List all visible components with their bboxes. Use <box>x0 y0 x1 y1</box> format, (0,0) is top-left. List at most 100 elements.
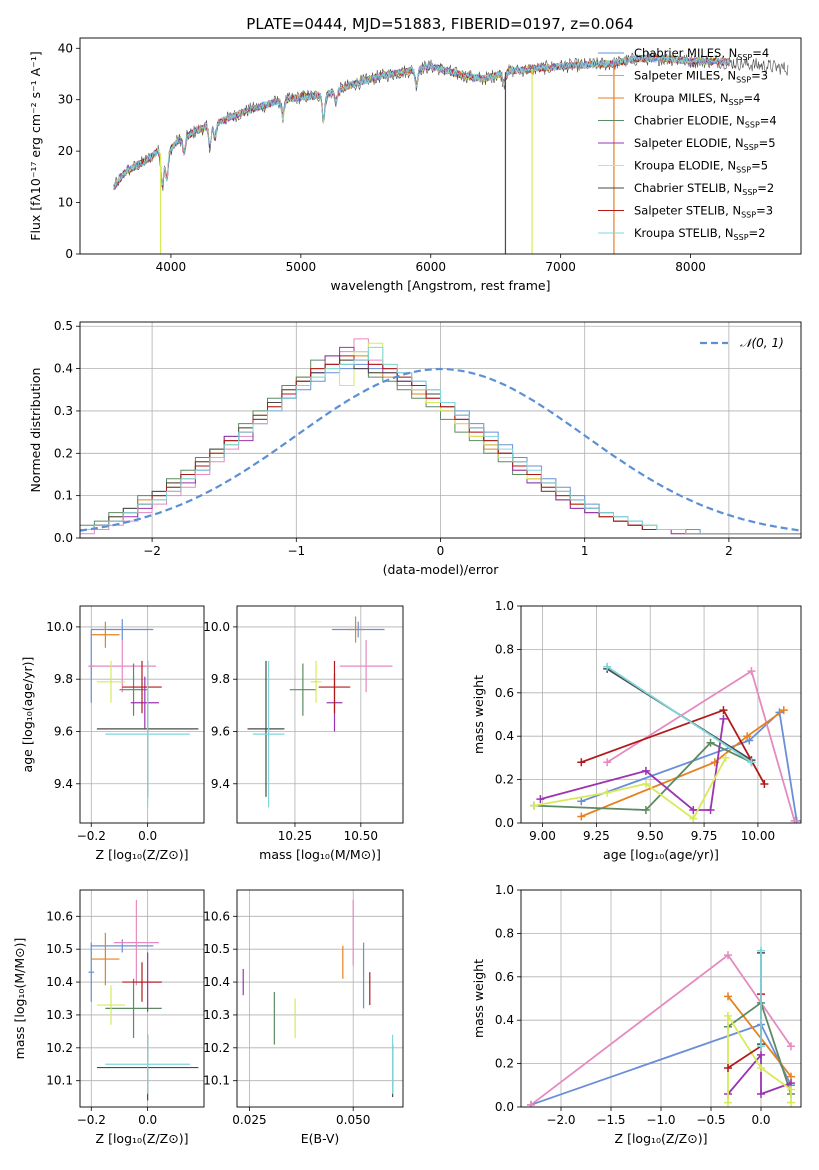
weight-line <box>533 741 752 811</box>
y-tick-label: 0.8 <box>495 642 514 656</box>
y-tick-label: 9.4 <box>54 777 73 791</box>
y-tick-label: 10.6 <box>46 909 73 923</box>
age-vs-z-axes: −0.2 0.0 9.4 9.6 9.8 10.0 Z [log₁₀(Z/Z⊙)] age [… <box>20 605 205 862</box>
x-tick-label: 9.75 <box>691 829 718 843</box>
weight-point-marker <box>577 758 586 767</box>
y-tick-label: 10.1 <box>46 1074 73 1088</box>
plot-area <box>88 899 199 1101</box>
y-tick-label: 10.2 <box>46 1041 73 1055</box>
y-tick-label: 0.0 <box>54 531 73 545</box>
y-tick-label: 0.2 <box>495 1057 514 1071</box>
legend-label: Kroupa STELIB, NSSP=2 <box>634 226 765 242</box>
x-tick-label: 9.00 <box>529 829 556 843</box>
weight-point-marker <box>536 795 545 804</box>
y-axis-label: age [log₁₀(age/yr)] <box>20 657 35 773</box>
x-axis-label: age [log₁₀(age/yr)] <box>603 847 719 862</box>
y-tick-label: 0.4 <box>495 729 514 743</box>
legend-label: Kroupa MILES, NSSP=4 <box>634 91 760 107</box>
y-axis-label: Flux [fλ10⁻¹⁷ erg cm⁻² s⁻¹ A⁻¹] <box>28 51 43 240</box>
legend-subscript: SSP <box>744 143 759 152</box>
weight-point-marker <box>689 814 698 823</box>
gaussian-curve <box>80 367 801 532</box>
x-axis-label: Z [log₁₀(Z/Z⊙)] <box>96 1131 189 1146</box>
weight-point-marker <box>529 801 538 810</box>
x-axis-label: (data-model)/error <box>383 562 500 577</box>
y-tick-label: 0.1 <box>54 489 73 503</box>
y-tick-label: 0.4 <box>495 1013 514 1027</box>
x-tick-label: −1.5 <box>596 1113 625 1127</box>
weight-point-marker <box>527 1100 535 1107</box>
legend-label: Chabrier ELODIE, NSSP=4 <box>634 114 777 130</box>
axes-frame <box>236 605 404 824</box>
plot-area <box>80 338 801 535</box>
axes-frame <box>520 889 802 1108</box>
y-tick-label: 0.2 <box>495 773 514 787</box>
plot-area <box>527 946 795 1107</box>
weight-point-marker <box>724 1063 732 1072</box>
y-tick-label: 40 <box>58 41 73 55</box>
y-axis-label: mass [log₁₀(M/M⊙)] <box>12 938 27 1060</box>
legend-label: Salpeter MILES, NSSP=3 <box>634 69 768 85</box>
weight-point-marker <box>724 992 732 1001</box>
x-tick-label: 6000 <box>415 260 446 274</box>
y-axis-label: mass weight <box>471 959 486 1038</box>
legend-nssp: =4 <box>752 46 769 60</box>
weight-point-marker <box>719 714 728 723</box>
weight-line <box>727 1012 792 1103</box>
weight-point-marker <box>757 946 765 955</box>
axes-frame <box>79 321 802 539</box>
x-tick-label: 10.50 <box>344 829 378 843</box>
plot-area <box>529 662 801 823</box>
weight-point-marker <box>745 736 754 745</box>
weight-vs-z-axes: −2.0 −1.5 −1.0 −0.5 0.0 0.0 0.2 0.4 0.6 0.8 1.0 Z [… <box>471 883 802 1146</box>
y-tick-label: 0.5 <box>54 319 73 333</box>
y-tick-label: 0 <box>65 247 73 261</box>
weight-point-marker <box>719 706 728 715</box>
y-tick-label: 10.5 <box>46 942 73 956</box>
y-tick-label: 10.6 <box>203 909 230 923</box>
weight-point-marker <box>603 662 612 671</box>
legend-label: Chabrier MILES, NSSP=4 <box>634 46 769 62</box>
y-tick-label: 10.5 <box>203 942 230 956</box>
x-tick-label: 10.00 <box>741 829 775 843</box>
weight-point-marker <box>721 753 730 762</box>
legend-subscript: SSP <box>734 233 749 242</box>
y-tick-label: 0.8 <box>495 926 514 940</box>
x-tick-label: −0.2 <box>77 1113 106 1127</box>
x-axis-label: Z [log₁₀(Z/Z⊙)] <box>96 847 189 862</box>
y-tick-label: 10.3 <box>203 1008 230 1022</box>
legend-label: Salpeter ELODIE, NSSP=5 <box>634 136 776 152</box>
x-tick-label: −1.0 <box>646 1113 675 1127</box>
mass-vs-z-axes: −0.2 0.0 10.1 10.2 10.3 10.4 10.5 10.6 Z [log₁₀(… <box>12 889 205 1146</box>
y-tick-label: 9.6 <box>211 724 230 738</box>
y-tick-label: 1.0 <box>495 599 514 613</box>
histogram-step-line <box>80 346 801 535</box>
x-tick-label: −2.0 <box>546 1113 575 1127</box>
gauss-legend-label: 𝒩(0, 1) <box>740 336 784 350</box>
plot-area <box>113 51 789 254</box>
weight-point-marker <box>757 1063 765 1072</box>
x-tick-label: 1 <box>581 544 589 558</box>
legend-nssp: =3 <box>756 204 773 218</box>
y-axis-label: Normed distribution <box>28 368 43 493</box>
weight-vs-age-axes: 9.00 9.25 9.50 9.75 10.00 0.0 0.2 0.4 0.6 0.8 1.0 a… <box>471 599 802 862</box>
y-tick-label: 9.6 <box>54 724 73 738</box>
legend-subscript: SSP <box>729 98 744 107</box>
y-tick-label: 9.4 <box>211 777 230 791</box>
axes-frame <box>79 889 205 1108</box>
axes-frame <box>79 37 802 255</box>
weight-line <box>606 669 796 822</box>
y-tick-label: 10.4 <box>46 975 73 989</box>
y-tick-label: 20 <box>58 144 73 158</box>
y-tick-label: 0.2 <box>54 446 73 460</box>
axes-frame <box>236 889 404 1108</box>
weight-point-marker <box>706 738 715 747</box>
x-tick-label: 0 <box>437 544 445 558</box>
weight-point-marker <box>689 805 698 814</box>
weight-point-marker <box>757 1042 765 1051</box>
y-tick-label: 0.6 <box>495 686 514 700</box>
legend-subscript: SSP <box>736 166 751 175</box>
legend-label: Chabrier STELIB, NSSP=2 <box>634 181 774 197</box>
weight-point-marker <box>747 758 756 767</box>
y-tick-label: 10.3 <box>46 1008 73 1022</box>
